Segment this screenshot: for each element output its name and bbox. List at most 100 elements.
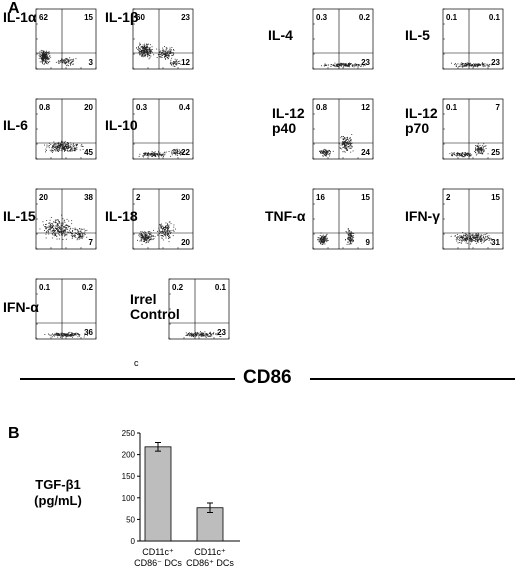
dot-plot-label: IL-10: [105, 118, 138, 133]
dot-plot: 20 38 7: [35, 188, 97, 250]
quadrant-value-upper-right: 15: [361, 193, 370, 202]
quadrant-value-lower-right: 23: [217, 328, 226, 337]
dot-plot: 62 15 3: [35, 8, 97, 70]
bar-category-label: CD11c⁺: [142, 547, 174, 557]
quadrant-value-upper-left: 0.1: [446, 13, 458, 22]
dot-plot: 2 20 20: [132, 188, 194, 250]
dot-plot-canvas: 62 15 3: [35, 8, 97, 70]
dot-plot-canvas: 0.1 0.1 23: [442, 8, 504, 70]
panel-a-letter: A: [8, 0, 20, 17]
quadrant-value-upper-right: 23: [181, 13, 190, 22]
dot-cloud: [44, 331, 88, 338]
dot-plot-label: IL-1α: [3, 10, 37, 25]
dot-plot-label: IL-1β: [105, 10, 138, 25]
dot-plot-canvas: 2 20 20: [132, 188, 194, 250]
quadrant-value-upper-right: 0.2: [359, 13, 371, 22]
dot-plot-label: IL-4: [268, 28, 293, 43]
dot-plot-label: IL-15: [3, 209, 36, 224]
quadrant-value-lower-right: 23: [361, 58, 370, 67]
panel-b-letter: B: [8, 425, 20, 442]
quadrant-value-lower-right: 22: [181, 148, 190, 157]
dot-plot-label-line: IL-12: [272, 105, 305, 121]
dot-plot: 0.8 12 24: [312, 98, 374, 160]
dot-cloud: [138, 148, 187, 158]
quadrant-value-lower-right: 23: [491, 58, 500, 67]
quadrant-value-upper-left: 2: [136, 193, 141, 202]
dot-plot-label: IL-18: [105, 209, 138, 224]
quadrant-value-upper-right: 20: [84, 103, 93, 112]
cd86-axis-title: CD86: [243, 367, 292, 388]
dot-plot-label: TNF-α: [265, 209, 305, 224]
dot-cloud: [319, 134, 354, 157]
dot-plot: 60 23 12: [132, 8, 194, 70]
dot-plot: 0.8 20 45: [35, 98, 97, 160]
quadrant-value-lower-right: 36: [84, 328, 93, 337]
dot-cloud: [39, 214, 88, 241]
dot-plot-canvas: 0.3 0.2 23: [312, 8, 374, 70]
quadrant-value-lower-right: 24: [361, 148, 370, 157]
y-tick-label: 150: [122, 472, 136, 481]
y-tick-label: 0: [131, 537, 136, 546]
dot-plot-label-line: IL-18: [105, 208, 138, 224]
y-tick-label: 50: [126, 515, 135, 524]
bar: [196, 507, 224, 542]
dot-plot-label-line: Control: [130, 306, 180, 322]
dot-plot-label: IL-5: [405, 28, 430, 43]
dot-plot-label: IFN-α: [3, 300, 39, 315]
quadrant-value-upper-left: 62: [39, 13, 48, 22]
dot-plot: 0.1 0.1 23: [442, 8, 504, 70]
ylabel-line-2: (pg/mL): [34, 493, 82, 508]
dot-plot: 0.3 0.4 22: [132, 98, 194, 160]
dot-cloud: [321, 62, 366, 68]
dot-plot-label-line: TNF-α: [265, 208, 306, 224]
quadrant-value-upper-left: 2: [446, 193, 451, 202]
bar-category-label: CD11c⁺: [194, 547, 226, 557]
quadrant-value-upper-left: 0.3: [136, 103, 148, 112]
dot-plot-canvas: 0.3 0.4 22: [132, 98, 194, 160]
cd86-axis-line-left: [20, 378, 235, 380]
cd86-axis-line-right: [310, 378, 515, 380]
quadrant-value-upper-left: 0.3: [316, 13, 328, 22]
quadrant-value-upper-right: 15: [491, 193, 500, 202]
dot-plot-canvas: 0.2 0.1 23: [168, 278, 230, 340]
dot-plot-label-line: Irrel: [130, 291, 157, 307]
dot-plot-canvas: 60 23 12: [132, 8, 194, 70]
quadrant-value-upper-right: 0.1: [489, 13, 501, 22]
y-tick-label: 250: [122, 429, 136, 438]
quadrant-value-upper-right: 15: [84, 13, 93, 22]
bar-chart-ylabel: TGF-β1 (pg/mL): [18, 477, 98, 509]
dot-cloud: [137, 221, 176, 245]
dot-plot-canvas: 0.8 20 45: [35, 98, 97, 160]
quadrant-value-lower-right: 12: [181, 58, 190, 67]
quadrant-value-upper-right: 7: [496, 103, 501, 112]
quadrant-value-upper-left: 0.2: [172, 283, 184, 292]
quadrant-value-lower-right: 7: [89, 238, 94, 247]
dot-cloud: [136, 42, 182, 67]
dot-plot-label: IL-12 p40: [272, 106, 305, 136]
dot-plot-label-line: IFN-α: [3, 299, 39, 315]
dot-plot-label: IL-6: [3, 118, 28, 133]
dot-plot: 2 15 31: [442, 188, 504, 250]
dot-plot-label-line: IL-6: [3, 117, 28, 133]
dot-plot: 16 15 9: [312, 188, 374, 250]
quadrant-value-upper-left: 20: [39, 193, 48, 202]
dot-plot-label-line: IL-12: [405, 105, 438, 121]
dot-plot-canvas: 0.1 0.2 36: [35, 278, 97, 340]
dot-plot: 0.1 0.2 36: [35, 278, 97, 340]
dot-plot-label: IL-12 p70: [405, 106, 438, 136]
dot-plot-label-line: IL-4: [268, 27, 293, 43]
dot-plot: 0.3 0.2 23: [312, 8, 374, 70]
y-tick-label: 100: [122, 494, 136, 503]
quadrant-value-upper-left: 0.1: [446, 103, 458, 112]
quadrant-value-upper-right: 0.2: [82, 283, 94, 292]
dot-plot-label-line: IFN-γ: [405, 208, 440, 224]
dot-cloud: [38, 49, 77, 67]
stray-axis-letter: c: [134, 358, 139, 368]
dot-cloud: [185, 331, 222, 338]
quadrant-value-lower-right: 20: [181, 238, 190, 247]
bar-category-label: CD86⁺ DCs: [186, 558, 234, 568]
dot-plot: 0.2 0.1 23: [168, 278, 230, 340]
dot-plot-label-line: IL-10: [105, 117, 138, 133]
dot-plot-label: IFN-γ: [405, 209, 440, 224]
